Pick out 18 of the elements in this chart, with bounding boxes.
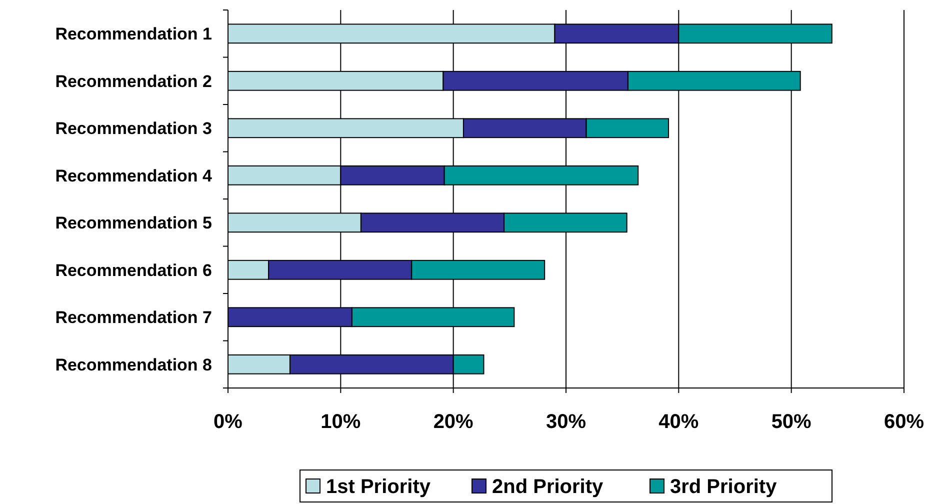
x-tick-label: 0% (214, 411, 243, 433)
y-tick-label: Recommendation 5 (55, 214, 212, 233)
y-tick-label: Recommendation 2 (55, 72, 212, 91)
legend-label: 2nd Priority (492, 476, 604, 498)
x-tick-label: 50% (771, 411, 812, 433)
y-tick-label: Recommendation 7 (55, 308, 212, 328)
x-tick-label: 10% (320, 411, 361, 433)
x-tick-label: 30% (546, 411, 586, 433)
legend-label: 1st Priority (326, 476, 432, 498)
y-tick-label: Recommendation 1 (55, 24, 212, 44)
legend-label: 3rd Priority (670, 476, 778, 498)
x-tick-label: 60% (884, 411, 924, 433)
x-tick-label: 40% (658, 411, 699, 433)
y-tick-label: Recommendation 3 (55, 119, 212, 138)
x-tick-label: 20% (433, 411, 474, 433)
y-tick-label: Recommendation 6 (55, 260, 212, 280)
y-tick-label: Recommendation 4 (55, 166, 213, 186)
y-tick-label: Recommendation 8 (55, 355, 212, 374)
